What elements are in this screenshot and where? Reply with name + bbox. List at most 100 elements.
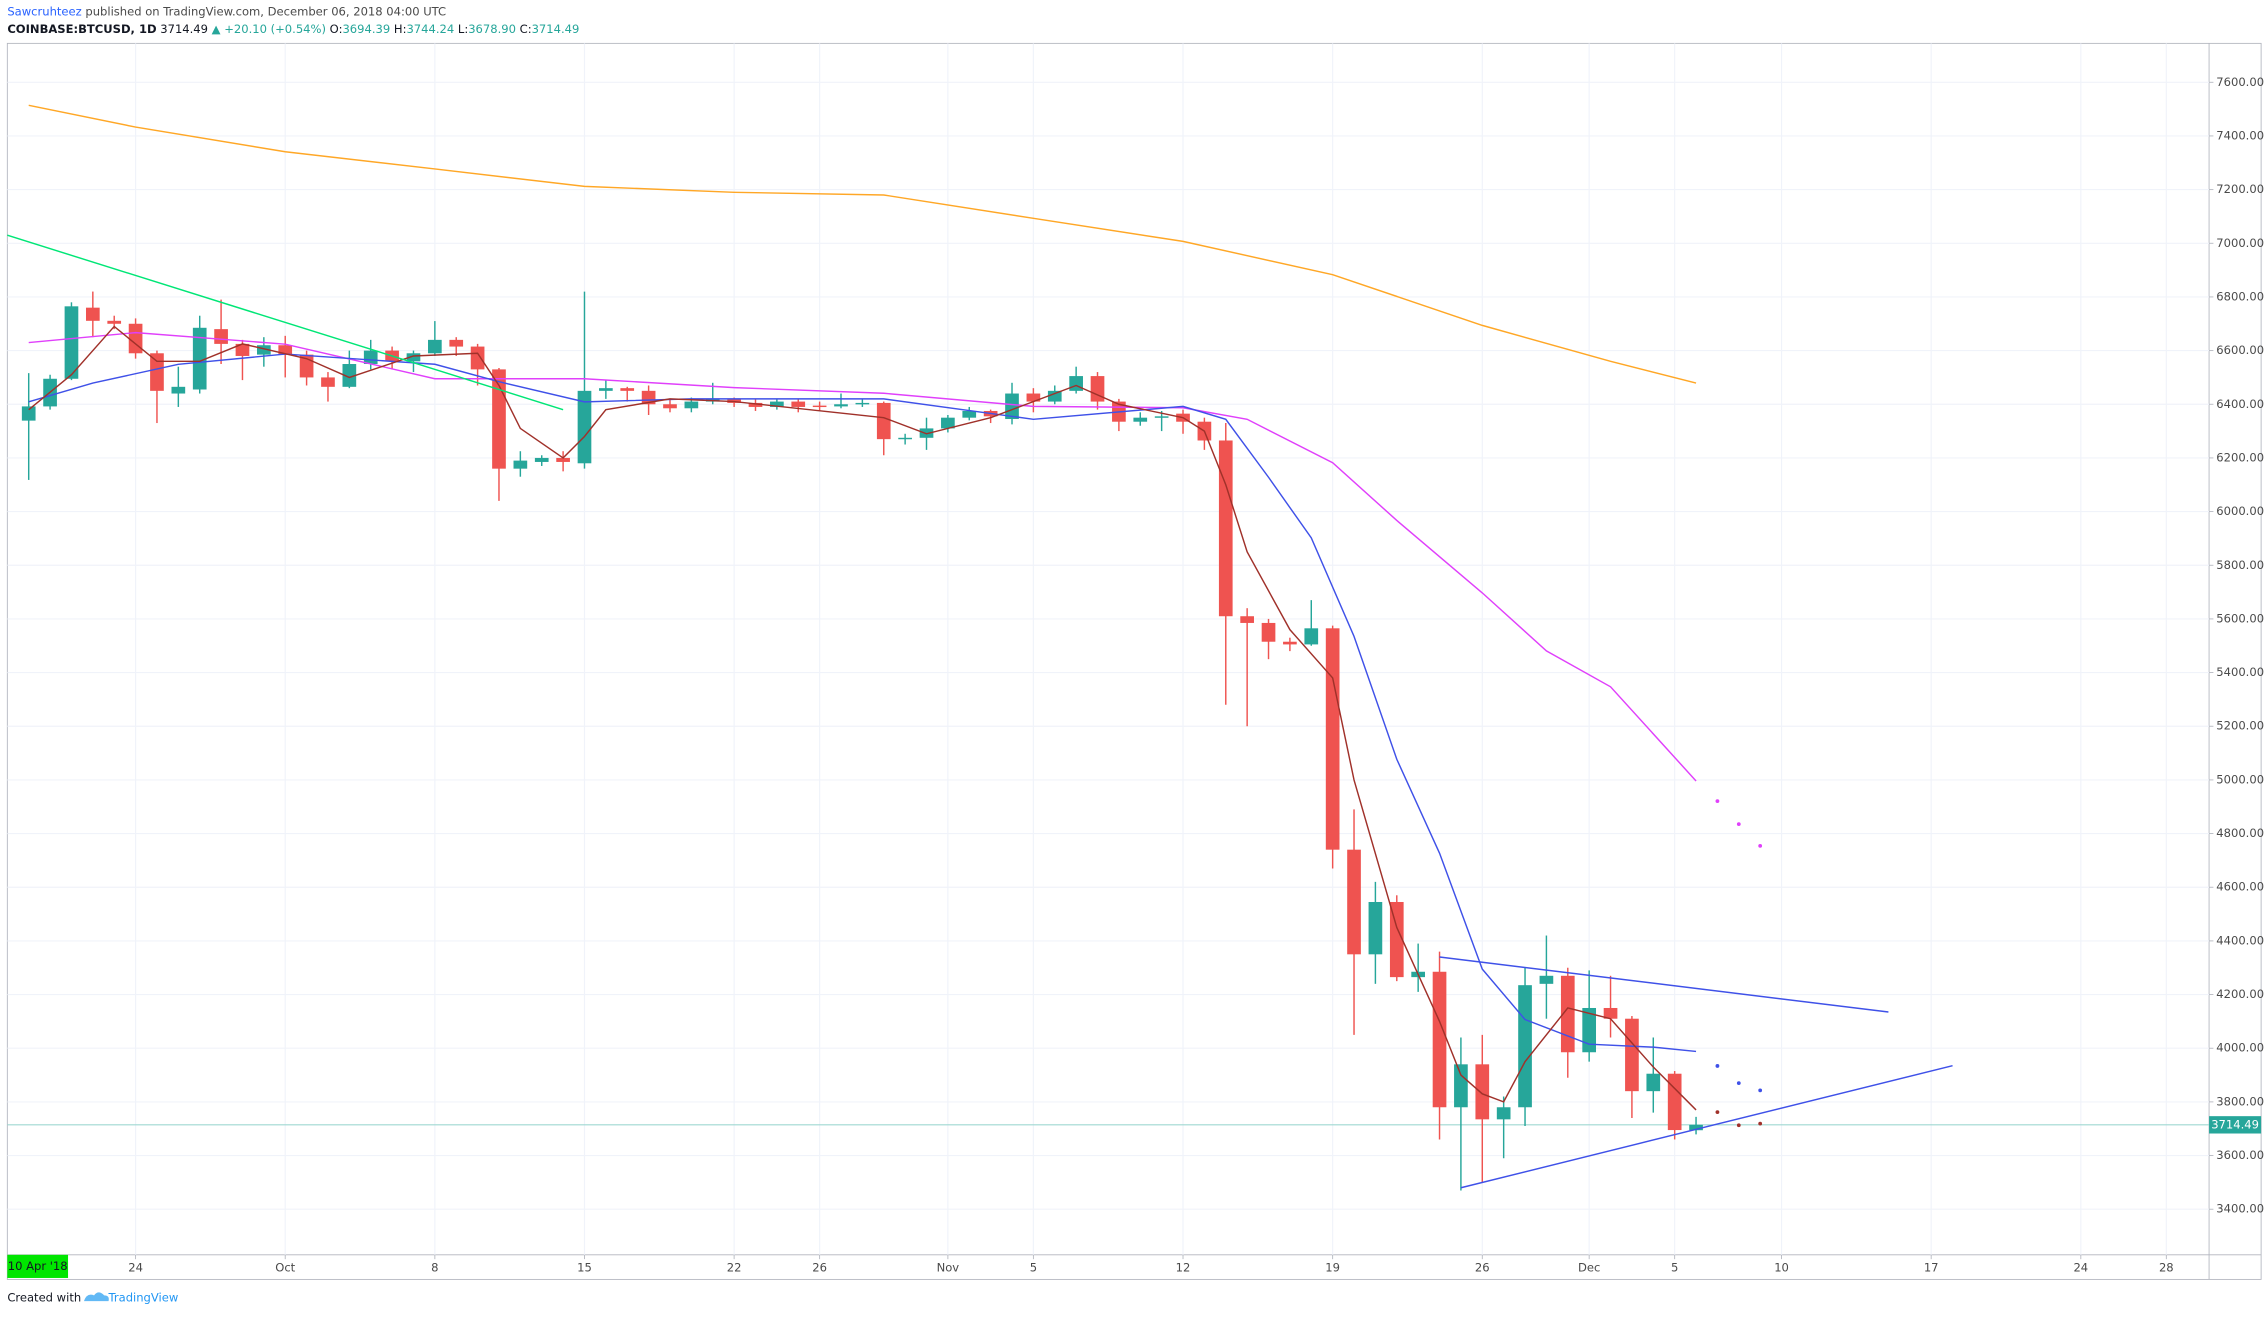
last-price-label: 3714.49 [2211,1117,2259,1131]
y-tick-label: 5400.00 [2216,665,2264,679]
candle-body [876,402,891,440]
candle-body [1582,1007,1597,1053]
candle-body [962,410,977,418]
y-tick-label: 5200.00 [2216,719,2264,733]
indicator-line [1460,1064,1953,1189]
range-start-label: 10 Apr '18 [8,1259,68,1273]
candle-body [556,457,570,462]
candle-body [1090,376,1105,402]
projection-dot [1715,799,1720,803]
candle-body [128,323,143,354]
x-tick-label: Oct [275,1260,295,1274]
candle-body [1005,393,1019,420]
candle-body [834,404,848,407]
candle-body [1154,416,1169,418]
candle-body [534,457,549,462]
candle-body [898,437,912,440]
candle-body [1496,1107,1511,1120]
y-tick-label: 4800.00 [2216,826,2264,840]
candle-body [1304,628,1319,645]
x-tick-label: 24 [128,1260,143,1274]
brand[interactable]: TradingView [108,1291,179,1305]
y-tick-label: 6000.00 [2216,504,2264,518]
candle-body [1368,901,1383,955]
candle-body [1389,901,1404,978]
candle-body [192,327,207,390]
x-tick-label: 8 [431,1260,438,1274]
author[interactable]: Sawcruhteez [7,4,81,18]
candle-body [449,339,464,347]
indicator-line [28,104,1697,384]
projection-dot [1736,822,1741,827]
candle-body [1689,1124,1703,1131]
symbol: COINBASE:BTCUSD, 1D [7,21,156,35]
candle-body [1646,1073,1661,1092]
y-tick-label: 7400.00 [2216,128,2264,142]
brand-logo [83,1292,109,1302]
candle-body [1475,1064,1490,1120]
x-tick-label: 10 [1774,1260,1789,1274]
candle-body [1133,417,1148,422]
indicator-line [1439,956,1889,1013]
x-tick-label: Nov [937,1260,960,1274]
candle-body [1325,628,1340,850]
x-tick-label: 5 [1671,1260,1678,1274]
candle-body [428,339,442,354]
projection-dot [1736,1123,1741,1128]
x-tick-label: 17 [1924,1260,1939,1274]
candle-body [1539,975,1554,984]
projection-dot [1736,1081,1741,1085]
candle-body [770,401,784,407]
candle-body [791,401,806,407]
candle-body [235,343,250,356]
y-tick-label: 6800.00 [2216,289,2264,303]
y-tick-label: 6600.00 [2216,343,2264,357]
candle-body [470,346,485,370]
y-tick-label: 5800.00 [2216,558,2264,572]
candle-body [855,402,870,405]
y-tick-label: 6400.00 [2216,397,2264,411]
ohlc-label: C: [520,21,532,35]
y-tick-label: 5600.00 [2216,611,2264,625]
y-tick-label: 4000.00 [2216,1041,2264,1055]
y-tick-label: 4400.00 [2216,933,2264,947]
x-tick-label: Dec [1578,1260,1600,1274]
candle-body [64,306,79,379]
ohlc-label: O: [330,21,343,35]
chart-frame [6,42,2262,1280]
indicator-line [7,234,564,411]
ohlc-value: 3744.24 [406,21,454,35]
x-tick-label: 15 [577,1260,592,1274]
y-tick-label: 4200.00 [2216,987,2264,1001]
y-tick-label: 3800.00 [2216,1094,2264,1108]
candle-body [1625,1018,1639,1092]
candle-body [684,401,699,409]
x-tick-label: 19 [1325,1260,1340,1274]
y-tick-label: 7200.00 [2216,182,2264,196]
candle-body [1518,985,1532,1108]
candle-body [620,388,635,391]
candle-body [577,390,592,464]
projection-dot [1758,1088,1763,1093]
ohlc-label: H: [394,21,407,35]
y-tick-label: 3600.00 [2216,1148,2264,1162]
indicator-line [28,353,1697,1053]
candle-body [941,417,955,429]
ohlc-label: L: [458,21,468,35]
candle-body [406,353,421,362]
candle-body [1560,975,1575,1053]
candle-body [1261,622,1276,642]
candle-body [641,390,656,405]
candle-body [1454,1064,1468,1108]
candle-body [1069,376,1083,391]
candle-body [363,350,378,365]
candle-body [171,386,186,394]
y-tick-label: 7600.00 [2216,75,2264,89]
candle-body [1667,1073,1682,1131]
x-tick-label: 28 [2159,1260,2174,1274]
x-tick-label: 12 [1176,1260,1191,1274]
candle-body [1432,971,1447,1108]
y-tick-label: 5000.00 [2216,772,2264,786]
y-tick-label: 6200.00 [2216,450,2264,464]
